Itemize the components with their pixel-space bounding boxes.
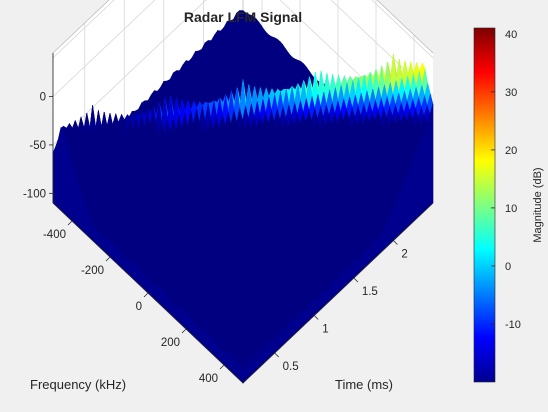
y-tick-mark: [143, 292, 149, 298]
x-tick-label: 1: [322, 324, 328, 336]
colorbar-tick-label: 0: [505, 261, 511, 273]
y-tick-label: 400: [199, 373, 218, 385]
y-tick-label: -400: [43, 229, 66, 241]
y-tick-mark: [67, 220, 73, 226]
z-tick-label: -100: [23, 188, 46, 200]
x-tick-label: 1.5: [362, 286, 378, 298]
y-tick-mark: [219, 364, 225, 370]
x-tick-mark: [313, 315, 319, 320]
x-tick-mark: [353, 277, 359, 283]
y-tick-mark: [181, 328, 187, 334]
x-tick-mark: [274, 352, 279, 358]
y-tick-label: 0: [136, 301, 142, 313]
z-axis-ticks: -100 -50 0: [23, 92, 53, 200]
z-tick-label: -50: [29, 140, 46, 152]
colorbar-tick-label: 20: [505, 145, 517, 157]
x-tick-label: 0.5: [283, 361, 299, 373]
x-axis-label: Time (ms): [335, 377, 393, 392]
x-tick-mark: [393, 240, 398, 245]
y-tick-mark: [105, 256, 111, 262]
colorbar-tick-label: -10: [505, 319, 521, 331]
colorbar-label: Magnitude (dB): [532, 167, 544, 242]
grid-line-z: [52, 0, 434, 97]
y-axis-label: Frequency (kHz): [30, 377, 126, 392]
x-tick-label: 2: [401, 249, 407, 261]
colorbar-ticks: -10 0 10 20 30 40: [491, 29, 521, 331]
colorbar-tick-label: 10: [505, 203, 517, 215]
y-tick-label: 200: [161, 337, 180, 349]
colorbar-tick-label: 30: [505, 87, 517, 99]
colorbar-tick-label: 40: [505, 29, 517, 41]
chart-title: Radar LFM Signal: [184, 9, 302, 25]
colorbar: [473, 27, 496, 383]
y-tick-label: -200: [81, 265, 104, 277]
surface-plot: [52, 10, 434, 384]
z-tick-label: 0: [40, 92, 46, 104]
